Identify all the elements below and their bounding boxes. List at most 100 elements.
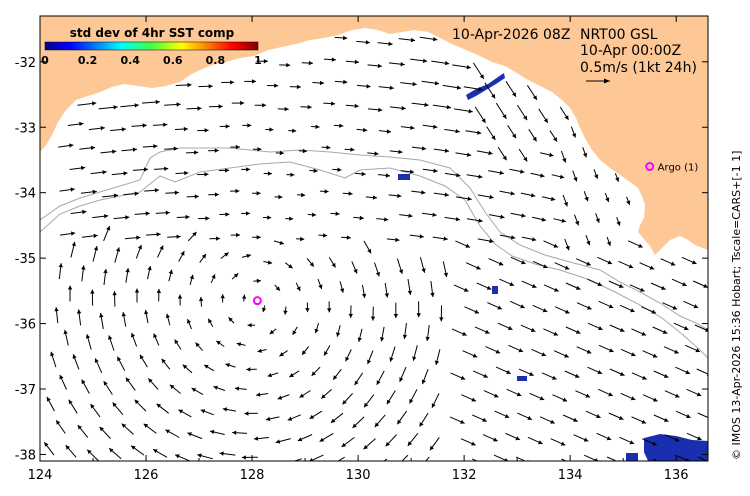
x-tick-label: 124: [28, 468, 53, 483]
current-arrow-head: [279, 240, 284, 245]
current-arrow-head: [225, 212, 230, 217]
x-tick-label: 128: [240, 468, 265, 483]
current-arrow-head: [478, 87, 483, 92]
current-arrow-head: [384, 293, 389, 298]
current-arrow-head: [367, 248, 372, 254]
current-arrow-head: [112, 402, 117, 407]
current-arrow-head: [424, 102, 429, 107]
current-arrow-head: [299, 393, 305, 398]
current-arrow-head: [583, 152, 588, 158]
current-arrow-head: [257, 348, 262, 353]
current-arrow-shaft: [697, 412, 708, 419]
sst-patch: [720, 402, 726, 408]
argo-float-marker[interactable]: [645, 162, 655, 172]
current-arrow-head: [102, 170, 107, 175]
current-arrow-head: [586, 261, 591, 266]
current-arrow-head: [256, 235, 261, 240]
current-arrow-head: [283, 310, 288, 315]
current-arrow-head: [486, 285, 492, 290]
current-arrow-head: [670, 261, 676, 266]
current-arrow-head: [265, 416, 271, 422]
current-arrow-head: [606, 241, 611, 246]
current-arrow-head: [641, 419, 647, 424]
current-arrow-head: [559, 174, 565, 179]
current-arrow-shaft: [697, 456, 708, 461]
current-arrow-head: [341, 442, 347, 447]
current-arrow-head: [419, 234, 424, 239]
current-arrow-head: [324, 351, 328, 356]
current-arrow-head: [121, 127, 126, 132]
drifter-marker[interactable]: [252, 296, 262, 306]
sst-std-dev-patches: [398, 73, 726, 461]
current-arrow-head: [275, 439, 281, 444]
current-arrow-head: [367, 359, 372, 365]
colorbar-gradient: [44, 41, 259, 51]
current-arrow-head: [216, 340, 221, 345]
current-arrow-head: [465, 243, 470, 248]
sst-patch: [492, 286, 498, 294]
current-arrow-head: [443, 236, 448, 241]
current-arrow-head: [335, 211, 340, 216]
current-arrow-head: [510, 235, 516, 240]
current-arrow-head: [586, 240, 591, 246]
current-arrow-head: [618, 283, 624, 288]
current-arrow-head: [159, 245, 164, 250]
current-arrow-head: [520, 304, 525, 309]
current-arrow-head: [267, 171, 272, 176]
current-arrow-head: [482, 462, 487, 466]
current-arrow-head: [350, 147, 355, 152]
current-arrow-head: [331, 461, 336, 465]
current-arrow-head: [564, 265, 570, 270]
current-arrow-head: [169, 384, 175, 389]
current-arrow-head: [495, 349, 501, 354]
current-arrow-head: [292, 128, 297, 133]
current-arrow-head: [575, 220, 580, 226]
current-arrow-head: [65, 445, 70, 450]
current-arrow-head: [222, 407, 228, 412]
current-arrow-shaft: [337, 456, 345, 461]
colorbar-ticks: 0 0.2 0.4 0.6 0.8 1: [41, 54, 262, 67]
current-arrow-head: [278, 194, 283, 200]
current-arrow-head: [389, 85, 394, 90]
current-arrow-head: [315, 124, 320, 129]
credit-text: © IMOS 13-Apr-2026 15:36 Hobart; Tscale=…: [730, 151, 743, 460]
current-arrow-head: [476, 265, 481, 270]
current-arrow-head: [398, 149, 403, 154]
current-arrow-head: [598, 326, 603, 330]
current-arrow-head: [204, 128, 209, 133]
current-arrow-head: [256, 392, 261, 397]
current-arrow-head: [68, 399, 73, 405]
current-arrow-head: [564, 353, 569, 358]
current-arrow-head: [397, 462, 401, 466]
current-arrow-head: [76, 309, 82, 314]
current-arrow-head: [288, 264, 293, 269]
current-arrow-head: [324, 189, 329, 194]
current-arrow-head: [565, 245, 570, 251]
current-arrow-head: [216, 236, 220, 241]
current-arrow-head: [585, 393, 590, 398]
current-arrow-head: [333, 375, 338, 380]
current-arrow-head: [92, 189, 97, 195]
sst-patch: [517, 376, 527, 381]
current-arrow-head: [121, 312, 126, 317]
y-tick-label: -38: [15, 448, 36, 463]
current-arrow-head: [485, 329, 490, 334]
current-arrow-head: [493, 437, 498, 442]
current-arrow-head: [401, 106, 406, 111]
current-arrow-head: [565, 309, 570, 314]
current-arrow-head: [263, 59, 268, 64]
current-arrow-head: [707, 419, 708, 420]
current-arrow-head: [100, 126, 105, 131]
current-arrow-head: [134, 103, 139, 108]
current-arrow-head: [641, 331, 646, 336]
current-arrow-head: [597, 370, 603, 374]
current-arrow-head: [182, 364, 188, 369]
current-arrow-head: [412, 356, 417, 361]
current-arrow-head: [553, 137, 558, 142]
current-arrow-head: [337, 167, 342, 172]
current-arrow-head: [354, 103, 359, 109]
current-arrow-head: [530, 193, 536, 198]
current-arrow-head: [313, 168, 318, 173]
current-arrow-head: [471, 441, 476, 446]
current-arrow-head: [269, 127, 274, 132]
